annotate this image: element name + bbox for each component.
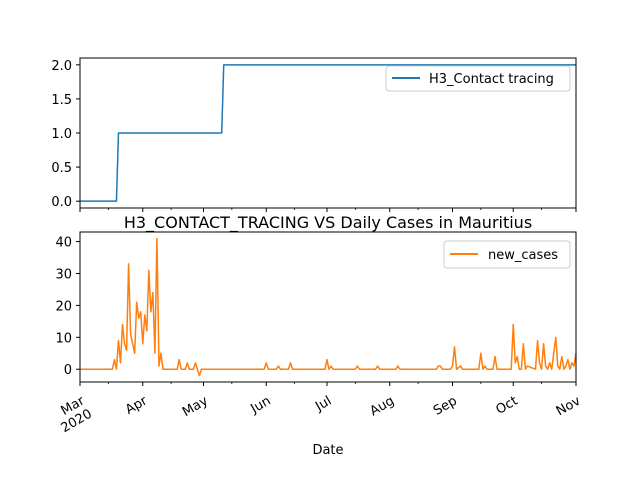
top-y-ticks: 0.0 0.5 1.0 1.5 2.0: [51, 59, 80, 210]
top-series-lines: [80, 64, 576, 202]
top-legend: H3_Contact tracing: [385, 65, 571, 92]
x-axis-label: Date: [312, 443, 343, 458]
bottom-axes-frame: [79, 231, 577, 383]
top-legend-label: H3_Contact tracing: [429, 72, 554, 87]
top-y-tick-label: 1.5: [51, 93, 72, 108]
bottom-series-line-0: [80, 237, 577, 377]
bottom-chart: H3_CONTACT_TRACING VS Daily Cases in Mau…: [55, 213, 583, 458]
bottom-y-tick-label: 0: [64, 363, 72, 378]
bottom-series-lines: [80, 237, 577, 377]
top-series-line-0: [80, 64, 576, 202]
bottom-legend-label: new_cases: [488, 248, 558, 263]
top-chart: 0.0 0.5 1.0 1.5 2.0 H3_Contact tracing: [51, 57, 577, 212]
bottom-y-tick-label: 30: [55, 267, 72, 282]
x-tick-label-line: Jul: [312, 394, 334, 415]
bottom-y-tick-label: 40: [55, 236, 72, 251]
top-legend-box: [385, 65, 571, 92]
bottom-legend-box: [443, 240, 571, 269]
top-x-ticks: [79, 208, 577, 212]
top-y-tick-label: 0.5: [51, 161, 72, 176]
bottom-legend: new_cases: [443, 240, 571, 269]
bottom-y-ticks: 0 10 20 30 40: [55, 236, 80, 378]
bottom-y-tick-label: 10: [55, 331, 72, 346]
top-y-tick-label: 2.0: [51, 59, 72, 74]
top-y-tick-label: 0.0: [51, 195, 72, 210]
top-y-tick-label: 1.0: [51, 127, 72, 142]
x-tick-label: Jul: [312, 394, 334, 415]
chart-title: H3_CONTACT_TRACING VS Daily Cases in Mau…: [124, 213, 532, 233]
bottom-y-tick-label: 20: [55, 299, 72, 314]
